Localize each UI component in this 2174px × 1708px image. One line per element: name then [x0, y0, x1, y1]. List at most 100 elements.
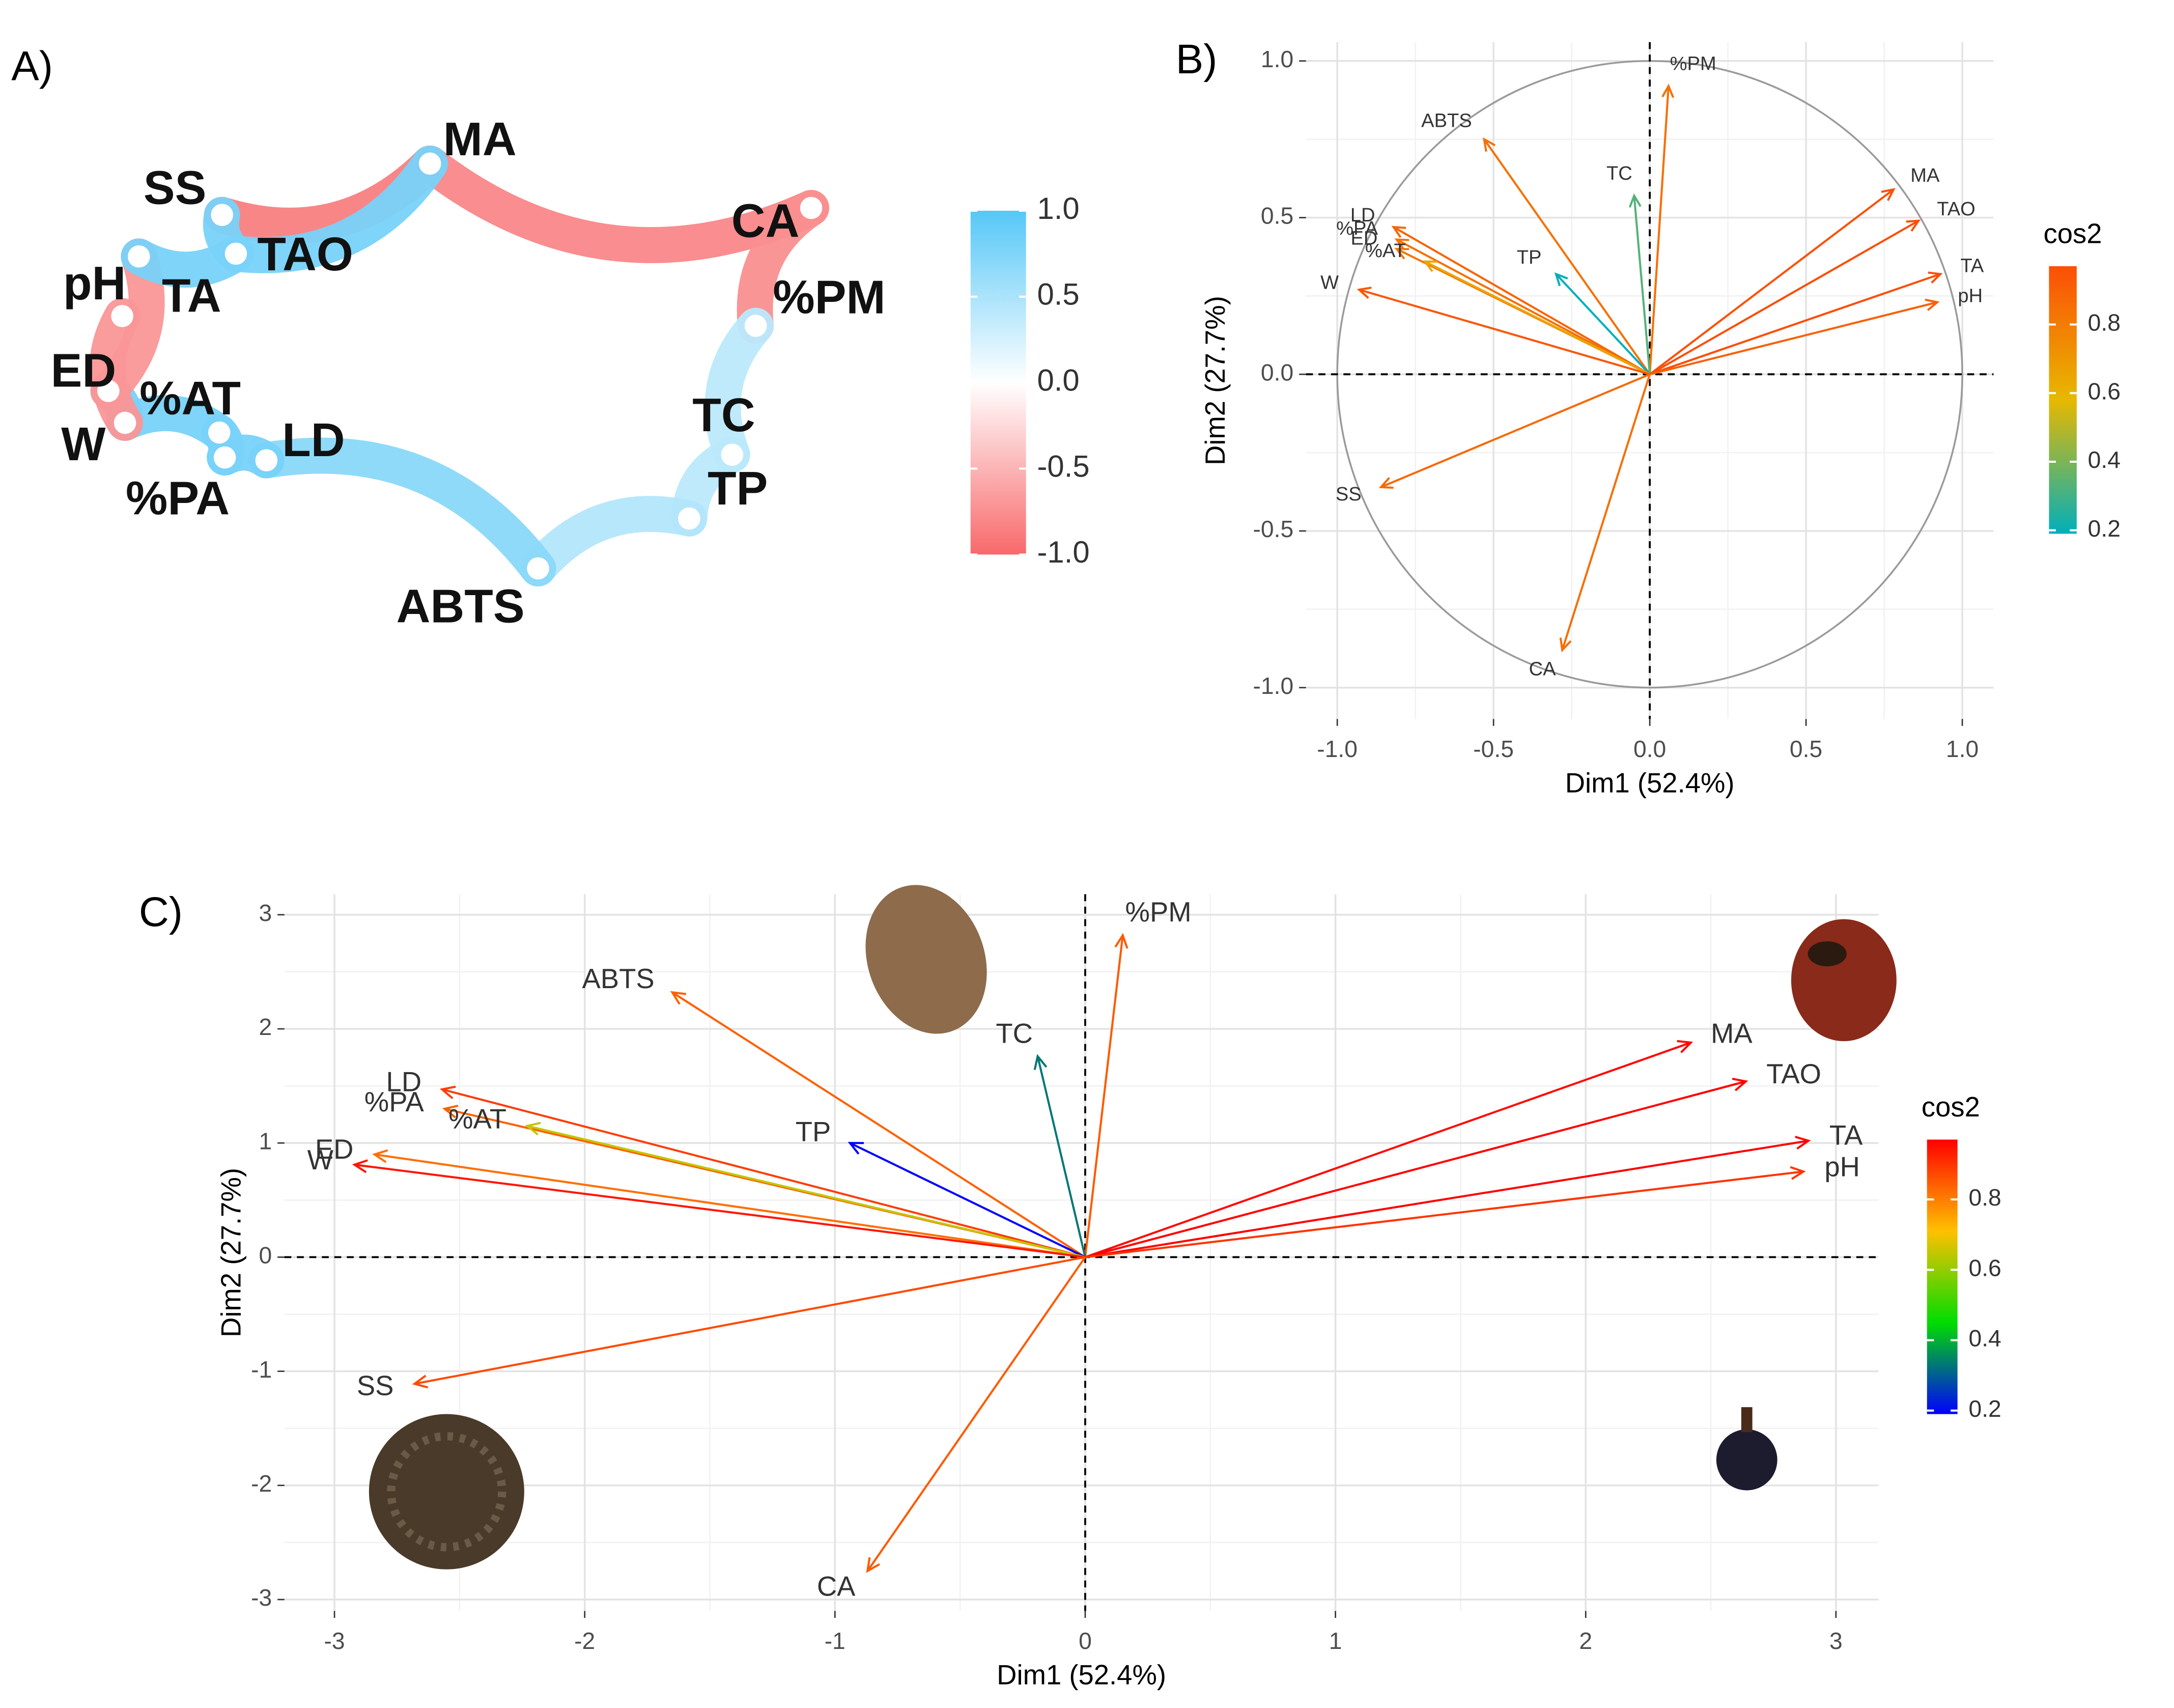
- arrow-label: TA: [1829, 1119, 1863, 1151]
- colorbar-label: 0.5: [1037, 277, 1079, 312]
- colorbar: [1927, 1139, 1958, 1414]
- arrow: [866, 1256, 1086, 1573]
- colorbar: [2049, 266, 2077, 534]
- y-tick-label: 0: [259, 1242, 272, 1269]
- node-dot: [721, 443, 744, 466]
- y-tick-label: -1: [251, 1356, 272, 1383]
- arrow: [1483, 137, 1651, 375]
- arrow: [439, 1085, 1086, 1258]
- node-dot: [111, 305, 133, 327]
- node-label: MA: [443, 113, 517, 165]
- edge: [90, 298, 143, 441]
- arrow: [848, 1142, 1086, 1258]
- y-tick-label: 1: [259, 1128, 272, 1154]
- node-dot: [255, 449, 278, 471]
- y-tick-label: 2: [259, 1014, 272, 1040]
- y-tick-label: -3: [251, 1584, 272, 1611]
- node-dot: [114, 411, 136, 434]
- arrow: [1085, 1077, 1748, 1258]
- arrow-label: ABTS: [1421, 110, 1472, 132]
- arrow: [1649, 298, 1940, 376]
- arrow: [1422, 260, 1651, 376]
- x-axis-title: Dim1 (52.4%): [997, 1659, 1166, 1690]
- arrow: [1084, 933, 1128, 1257]
- arrow-label: %AT: [1365, 240, 1406, 262]
- colorbar-label: -1.0: [1037, 535, 1089, 569]
- arrow: [1628, 193, 1651, 375]
- x-tick-label: 0.0: [1633, 736, 1666, 762]
- node-dot: [224, 242, 247, 265]
- x-tick-label: -3: [324, 1628, 345, 1654]
- arrow-label: SS: [1336, 483, 1362, 505]
- y-axis-title: Dim2 (27.7%): [215, 1168, 246, 1337]
- arrow: [1554, 272, 1651, 375]
- node-label: TP: [708, 462, 768, 515]
- colorbar-label: 0.4: [1968, 1325, 2001, 1352]
- node-dot: [744, 315, 767, 337]
- y-tick-label: -0.5: [1253, 516, 1294, 542]
- arrow-label: ED: [1351, 228, 1378, 249]
- node-label: ABTS: [397, 580, 525, 633]
- arrow-label: TC: [996, 1018, 1033, 1049]
- arrow-label: SS: [357, 1370, 394, 1401]
- arrow: [352, 1159, 1086, 1258]
- arrow-label: %AT: [448, 1103, 506, 1134]
- colorbar-label: 0.6: [1968, 1254, 2001, 1281]
- legend-title: cos2: [1922, 1091, 1980, 1123]
- arrow-label: TC: [1606, 162, 1632, 184]
- node-dot: [128, 245, 150, 268]
- red-fruit-image: [1791, 919, 1897, 1042]
- colorbar-label: 0.6: [2088, 378, 2121, 404]
- x-tick-label: 2: [1579, 1628, 1592, 1654]
- node-dot: [418, 152, 441, 175]
- arrow-label: %PA: [1336, 217, 1378, 239]
- fruit-images: [369, 885, 1897, 1570]
- arrow-label: TAO: [1937, 198, 1975, 220]
- colorbar-label: -0.5: [1037, 449, 1089, 483]
- arrow-label: TAO: [1766, 1058, 1821, 1089]
- colorbar-label: 0.2: [1968, 1395, 2001, 1422]
- node-label: pH: [63, 257, 126, 310]
- x-tick-label: 1: [1329, 1628, 1342, 1654]
- arrow: [525, 1122, 1086, 1258]
- edge: [704, 307, 774, 473]
- colorbar-label: 0.0: [1037, 363, 1079, 397]
- arrow: [1649, 219, 1921, 375]
- colorbar: [970, 210, 1026, 555]
- arrow: [1649, 271, 1943, 376]
- arrow-label: W: [307, 1144, 334, 1175]
- arrow: [1085, 1040, 1693, 1258]
- colorbar-label: 0.8: [1968, 1184, 2001, 1211]
- colorbar-label: 1.0: [1037, 191, 1079, 226]
- node-label: %PA: [126, 471, 230, 524]
- arrow-label: pH: [1958, 285, 1983, 307]
- arrow: [1357, 286, 1650, 376]
- y-tick-label: 1.0: [1261, 46, 1293, 72]
- colorbar-label: 0.4: [2088, 446, 2121, 473]
- node-label: TA: [162, 269, 221, 322]
- y-axis-title: Dim2 (27.7%): [1200, 296, 1231, 465]
- panel-label: B): [1176, 36, 1218, 82]
- y-tick-label: -2: [251, 1470, 272, 1497]
- arrow-label: W: [1320, 271, 1339, 293]
- arrow: [372, 1149, 1086, 1258]
- node-dot: [800, 197, 823, 219]
- edge: [248, 437, 556, 586]
- x-tick-label: 0.5: [1790, 736, 1822, 762]
- x-axis-title: Dim1 (52.4%): [1565, 767, 1735, 798]
- arrow-label: %PA: [364, 1086, 425, 1117]
- node-label: LD: [282, 413, 345, 466]
- x-tick-label: -2: [574, 1628, 595, 1654]
- node-dot: [678, 507, 700, 530]
- node-label: W: [61, 417, 106, 470]
- arrow-label: CA: [817, 1571, 856, 1602]
- arrow-label: MA: [1711, 1018, 1753, 1049]
- arrow: [1559, 374, 1651, 653]
- arrow-label: TA: [1960, 255, 1984, 277]
- y-tick-label: 0.5: [1261, 203, 1293, 229]
- arrow-label: LD: [386, 1067, 422, 1098]
- arrow: [1649, 188, 1896, 375]
- colorbar-label: 0.2: [2088, 515, 2121, 542]
- arrow-label: pH: [1824, 1152, 1860, 1183]
